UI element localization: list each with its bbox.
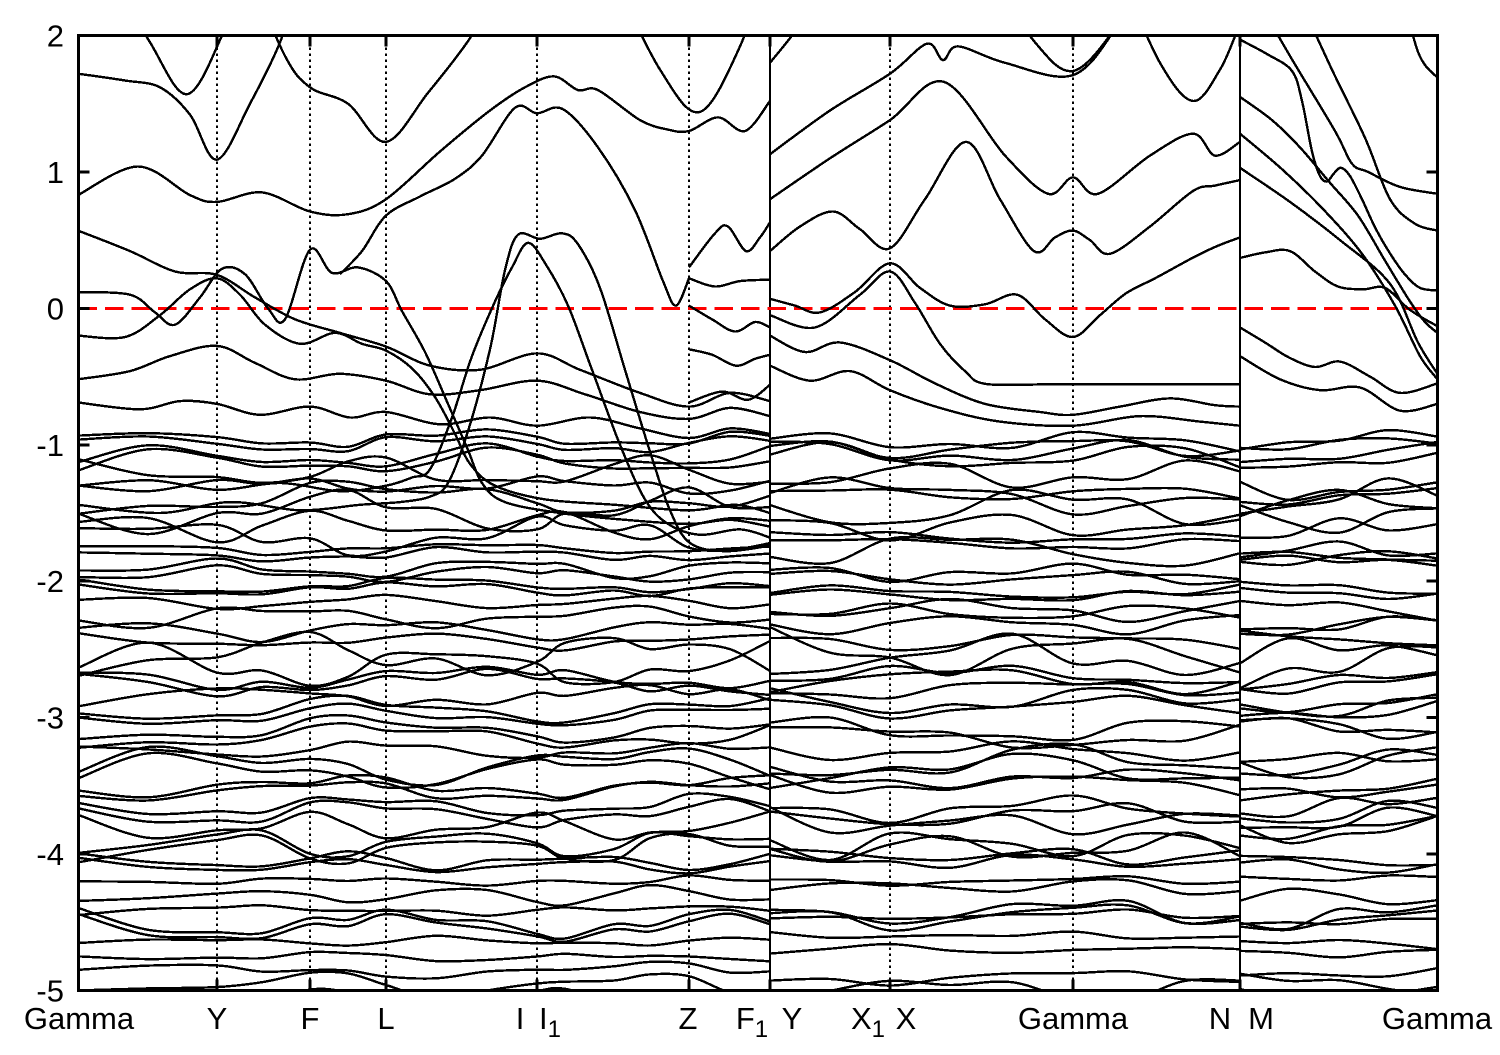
svg-text:1: 1 [47,155,64,190]
svg-text:I: I [516,1001,525,1036]
svg-text:L: L [377,1001,394,1036]
svg-text:M: M [1248,1001,1274,1036]
svg-text:-4: -4 [36,837,64,872]
svg-text:2: 2 [47,19,64,54]
svg-text:Gamma: Gamma [1018,1001,1129,1036]
svg-text:N: N [1209,1001,1231,1036]
svg-text:F: F [301,1001,320,1036]
svg-text:Gamma: Gamma [1382,1001,1493,1036]
svg-text:0: 0 [47,291,64,326]
svg-text:-1: -1 [36,428,64,463]
svg-text:-3: -3 [36,701,64,736]
svg-text:-2: -2 [36,564,64,599]
svg-text:Y: Y [782,1001,803,1036]
svg-text:-5: -5 [36,974,64,1009]
svg-text:X: X [896,1001,917,1036]
svg-text:Gamma: Gamma [24,1001,135,1036]
svg-text:Z: Z [679,1001,698,1036]
svg-text:Y: Y [207,1001,228,1036]
